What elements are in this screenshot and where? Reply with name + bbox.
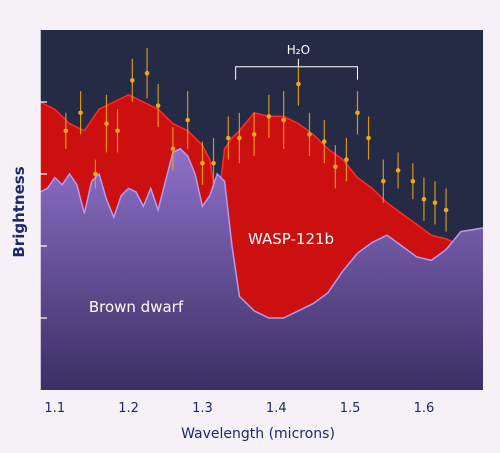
data-point (333, 164, 338, 170)
x-tick-label: 1.6 (414, 401, 435, 416)
data-point (296, 81, 301, 87)
series-brown-dwarf-line (39, 147, 484, 319)
data-point (93, 171, 98, 177)
data-point (307, 132, 312, 137)
data-point (237, 135, 242, 141)
x-tick-label: 1.2 (118, 401, 139, 416)
data-point (78, 110, 83, 116)
data-point (115, 128, 120, 134)
data-point (381, 178, 386, 184)
data-point (366, 135, 371, 141)
data-point (225, 135, 231, 141)
x-axis-label: Wavelength (microns) (181, 426, 335, 442)
data-point (200, 160, 205, 166)
x-tick-label: 1.5 (340, 401, 361, 416)
series-brown-dwarf-area (40, 148, 483, 390)
annotation-brown-dwarf: Brown dwarf (89, 298, 184, 316)
data-point (266, 114, 272, 119)
annotation-wasp-121b: WASP-121b (248, 230, 334, 248)
data-point (170, 146, 176, 152)
data-point (321, 139, 327, 144)
y-axis-label: Brightness (10, 166, 28, 257)
data-point (410, 178, 416, 184)
x-tick-label: 1.4 (266, 401, 287, 416)
data-point (211, 160, 216, 166)
data-point (185, 117, 190, 123)
data-point (443, 207, 449, 213)
data-point (395, 168, 401, 173)
x-tick-label: 1.1 (44, 401, 65, 416)
h2o-bracket (235, 66, 358, 80)
data-point (355, 110, 360, 116)
data-point (432, 200, 438, 206)
data-point (155, 103, 161, 108)
data-point (104, 121, 109, 126)
x-tick-label: 1.3 (192, 401, 213, 416)
data-point (251, 132, 257, 137)
data-point (344, 157, 349, 162)
data-point (144, 70, 150, 76)
plot-area: WASP-121b Brown dwarf H₂O (39, 43, 484, 391)
annotation-h2o: H₂O (287, 43, 310, 57)
data-point (63, 128, 69, 134)
data-point (421, 196, 427, 202)
data-point (281, 117, 286, 123)
data-point (129, 78, 135, 83)
